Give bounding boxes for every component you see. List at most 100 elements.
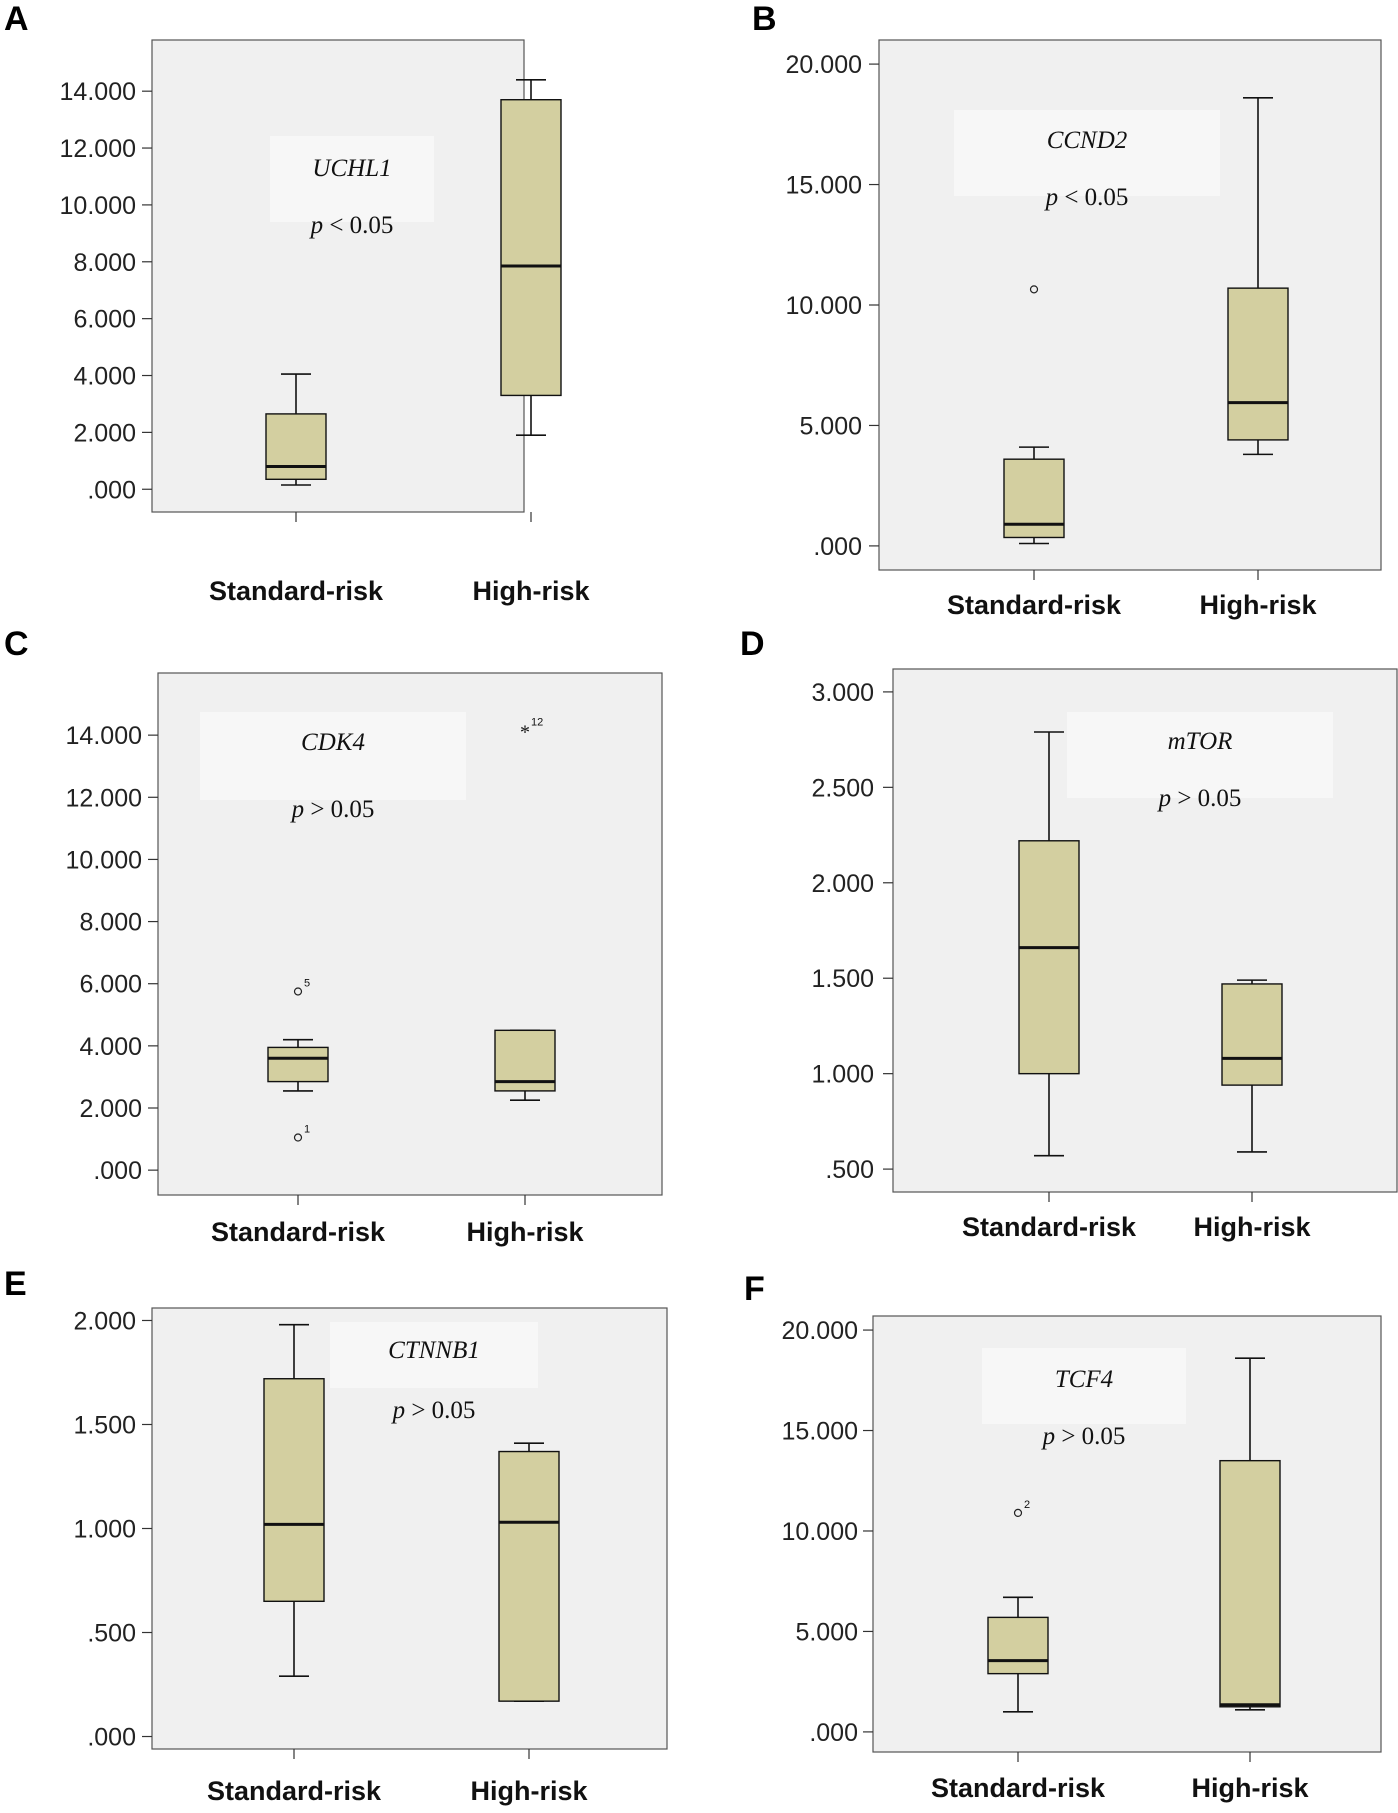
p-symbol: p <box>1044 184 1059 211</box>
y-tick-label: 1.500 <box>811 965 874 993</box>
iqr-box <box>265 413 327 481</box>
y-tick-label: 2.000 <box>811 870 874 898</box>
panel-letter: C <box>4 625 29 663</box>
outlier-marker <box>293 987 303 996</box>
p-value-text: < 0.05 <box>1058 184 1128 211</box>
p-value-label: p > 0.05 <box>290 796 375 823</box>
outlier-label: 12 <box>531 716 543 728</box>
p-value-label: p < 0.05 <box>1044 184 1129 211</box>
p-symbol: p <box>290 796 305 823</box>
y-tick-label: .500 <box>825 1156 874 1184</box>
y-tick-label: 10.000 <box>60 192 136 220</box>
iqr-box <box>263 1378 325 1603</box>
y-tick-label: 1.000 <box>73 1516 136 1544</box>
y-tick-label: 12.000 <box>66 784 142 812</box>
chart-panel-f: F .000 5.000 10.000 15.000 20.000 Standard-ris… <box>744 1270 1382 1803</box>
p-value-text: < 0.05 <box>323 212 393 239</box>
p-value-label: p > 0.05 <box>1157 785 1242 812</box>
iqr-box <box>267 1046 329 1083</box>
y-tick-label: 4.000 <box>73 363 136 391</box>
p-symbol: p <box>391 1397 406 1424</box>
annotation-box <box>954 110 1220 196</box>
outlier-extreme-marker: * <box>520 721 530 743</box>
y-tick-label: .000 <box>87 1724 136 1752</box>
x-category-label: High-risk <box>472 576 590 606</box>
outlier-marker <box>1013 1508 1023 1518</box>
chart-panel-b: B .000 5.000 10.000 15.000 20.000 Standard-ris… <box>752 0 1382 620</box>
annotation-box <box>1067 712 1333 798</box>
p-symbol: p <box>1157 785 1172 812</box>
y-tick-label: 8.000 <box>73 249 136 277</box>
y-tick-label: 15.000 <box>782 1418 858 1446</box>
box-high-risk <box>1227 97 1289 456</box>
iqr-box <box>1219 1459 1281 1708</box>
annotation-box <box>270 136 434 222</box>
p-value-label: p > 0.05 <box>391 1397 476 1424</box>
y-tick-label: 1.000 <box>811 1061 874 1089</box>
box-high-risk <box>1219 1357 1281 1711</box>
y-tick-label: 10.000 <box>66 846 142 874</box>
outlier-label: 2 <box>1024 1499 1030 1511</box>
iqr-box <box>1221 983 1283 1086</box>
panel-letter: D <box>740 625 765 663</box>
outlier-label: 5 <box>304 977 310 989</box>
x-category-label: Standard-risk <box>931 1773 1106 1803</box>
y-tick-label: 5.000 <box>799 412 862 440</box>
chart-panel-a: A .000 2.000 4.000 6.000 8.000 10.000 12.000 14.… <box>4 0 590 606</box>
y-tick-label: .000 <box>809 1719 858 1747</box>
outlier-marker <box>293 1133 303 1142</box>
box-standard-risk <box>263 1323 325 1677</box>
panel-letter: E <box>4 1265 27 1303</box>
gene-label: TCF4 <box>1055 1366 1113 1393</box>
iqr-box <box>498 1450 560 1702</box>
gene-label: UCHL1 <box>312 155 391 182</box>
box-standard-risk <box>1018 731 1080 1157</box>
x-category-label: High-risk <box>466 1217 584 1247</box>
panel-letter: A <box>4 0 29 38</box>
panel-letter: F <box>744 1270 765 1308</box>
y-tick-label: 8.000 <box>79 909 142 937</box>
y-tick-label: 10.000 <box>782 1518 858 1546</box>
x-category-label: High-risk <box>1193 1212 1311 1242</box>
y-tick-label: 14.000 <box>66 722 142 750</box>
x-category-label: High-risk <box>1199 590 1317 620</box>
x-category-label: Standard-risk <box>962 1212 1137 1242</box>
y-tick-label: 5.000 <box>795 1618 858 1646</box>
iqr-box <box>500 99 562 397</box>
p-value-label: p < 0.05 <box>309 212 394 239</box>
y-tick-label: 1.500 <box>73 1411 136 1439</box>
y-tick-label: 3.000 <box>811 679 874 707</box>
y-tick-label: .500 <box>87 1620 136 1648</box>
box-standard-risk <box>1003 446 1065 545</box>
y-tick-label: 2.000 <box>73 1307 136 1335</box>
y-tick-label: 2.000 <box>73 419 136 447</box>
x-category-label: High-risk <box>1191 1773 1309 1803</box>
chart-panel-e: E .000 .500 1.000 1.500 2.000 Standard-risk Hig… <box>4 1265 668 1806</box>
y-tick-label: 15.000 <box>786 172 862 200</box>
gene-label: CCND2 <box>1047 127 1128 154</box>
y-tick-label: .000 <box>813 533 862 561</box>
outlier-marker <box>1029 285 1039 294</box>
chart-panel-d: D .500 1.000 1.500 2.000 2.500 3.000 Standard-r… <box>740 625 1398 1242</box>
box-high-risk <box>500 79 562 437</box>
annotation-box <box>200 712 466 800</box>
box-standard-risk <box>267 1038 329 1092</box>
y-tick-label: 6.000 <box>79 971 142 999</box>
p-value-text: > 0.05 <box>1055 1423 1125 1450</box>
y-tick-label: .000 <box>87 476 136 504</box>
p-symbol: p <box>1041 1423 1056 1450</box>
box-high-risk <box>498 1442 560 1702</box>
box-high-risk <box>1221 979 1283 1153</box>
x-category-label: Standard-risk <box>209 576 384 606</box>
y-tick-label: 10.000 <box>786 292 862 320</box>
x-category-label: Standard-risk <box>207 1776 382 1806</box>
plot-area <box>151 39 525 513</box>
x-category-label: Standard-risk <box>211 1217 386 1247</box>
p-value-text: > 0.05 <box>304 796 374 823</box>
y-tick-label: 2.000 <box>79 1095 142 1123</box>
iqr-box <box>987 1616 1049 1675</box>
gene-label: CTNNB1 <box>388 1337 480 1364</box>
y-tick-label: 20.000 <box>782 1317 858 1345</box>
p-value-text: > 0.05 <box>405 1397 475 1424</box>
